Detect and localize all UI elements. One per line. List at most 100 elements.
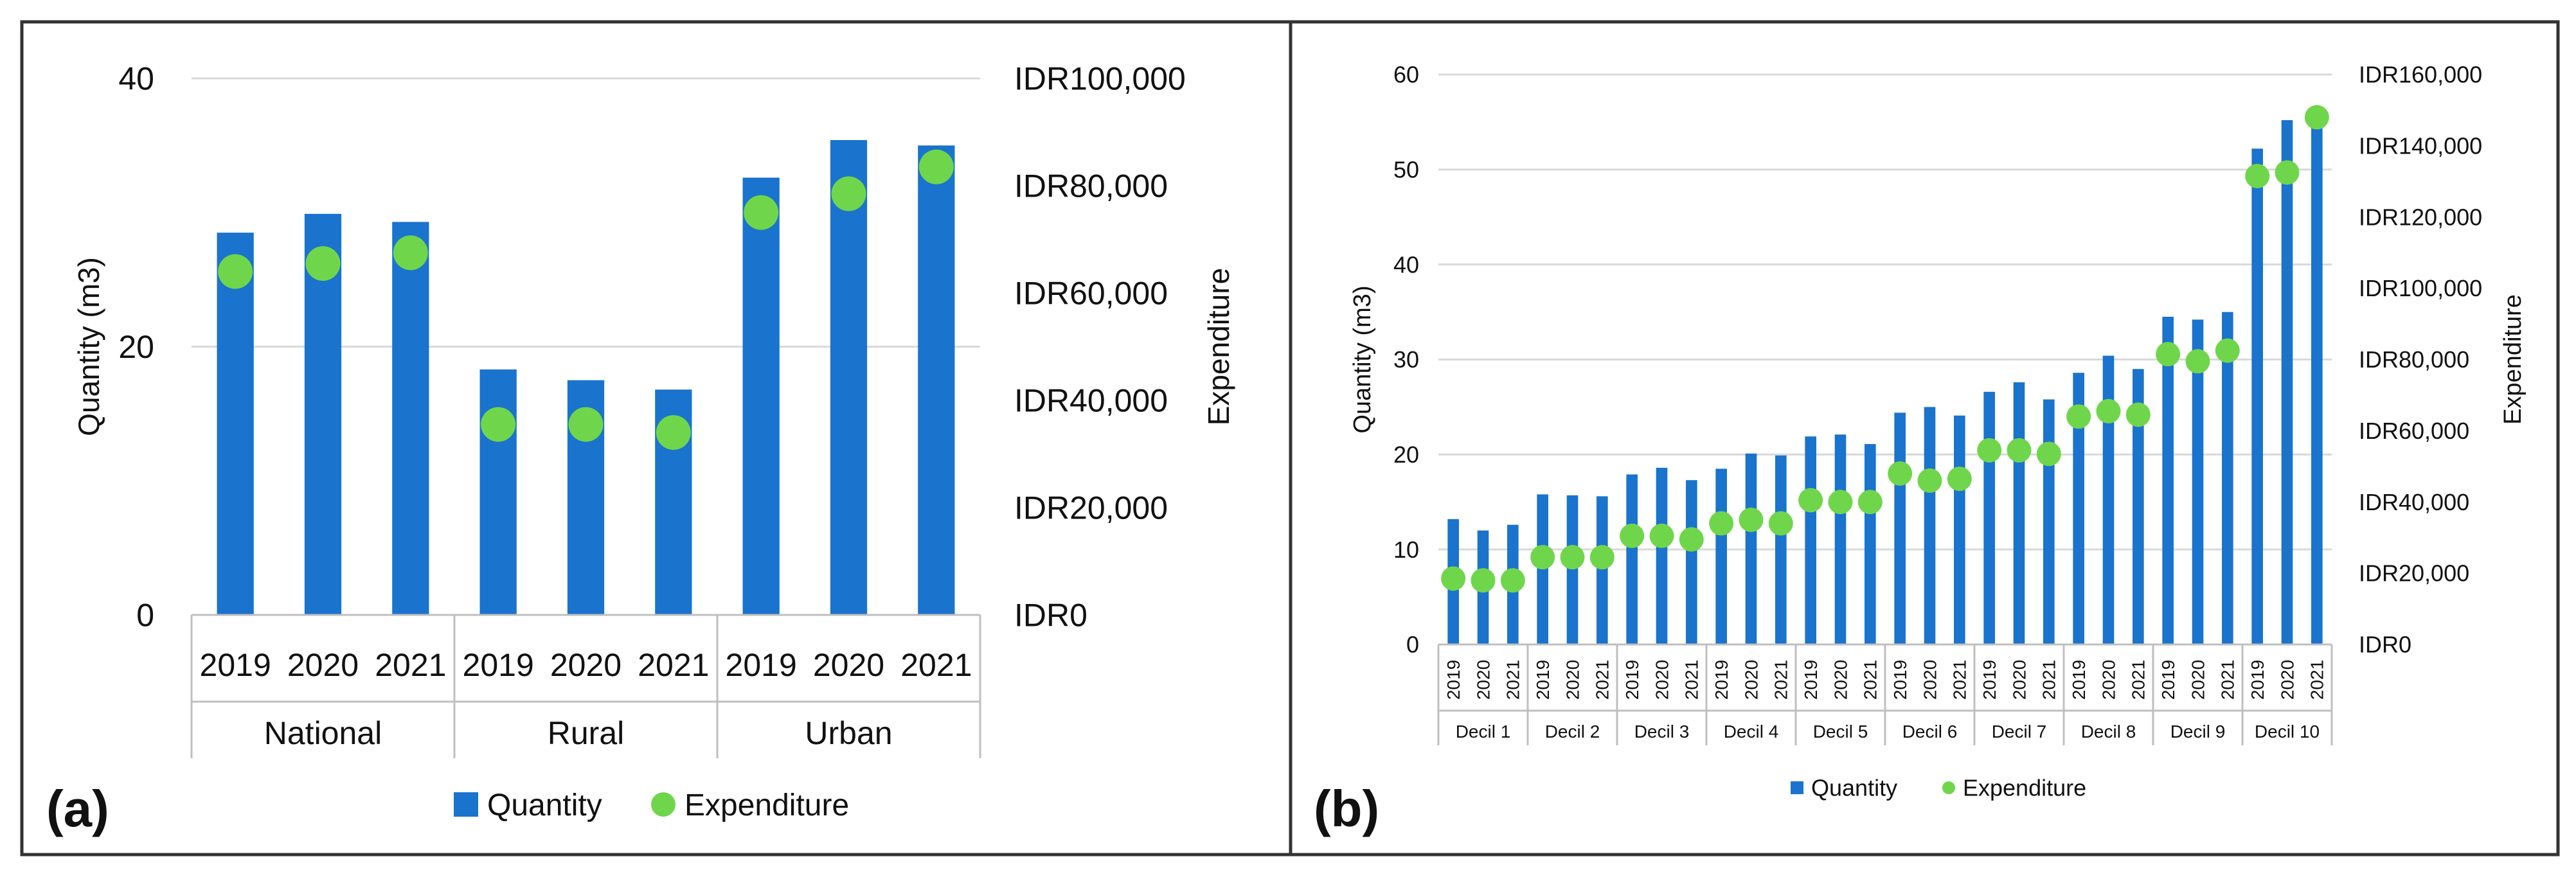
- quantity-bar: [1805, 436, 1816, 644]
- legend-swatch-expenditure: [651, 792, 675, 817]
- quantity-bar: [392, 222, 429, 615]
- quantity-bar: [2133, 369, 2144, 644]
- y2-tick-label: IDR40,000: [1014, 383, 1168, 419]
- y2-tick-label: IDR140,000: [2359, 132, 2482, 159]
- quantity-bar: [830, 140, 868, 615]
- x-tick-label: 2021: [375, 647, 446, 683]
- quantity-bar: [2102, 355, 2115, 644]
- x-tick-label: 2021: [2307, 660, 2327, 700]
- y2-tick-label: IDR120,000: [2359, 204, 2482, 230]
- quantity-bar: [2013, 382, 2025, 644]
- x-group-label: Decil 3: [1634, 722, 1690, 741]
- x-group-label: Decil 7: [1992, 722, 2047, 741]
- x-tick-label: 2021: [1861, 660, 1881, 700]
- expenditure-marker: [218, 254, 253, 289]
- x-group-label: Decil 1: [1456, 722, 1511, 741]
- x-tick-label: 2019: [200, 647, 271, 683]
- quantity-bar: [742, 177, 780, 616]
- y2-tick-label: IDR0: [1014, 598, 1087, 634]
- quantity-bar: [1865, 444, 1876, 644]
- y2-tick-label: IDR60,000: [1014, 276, 1168, 312]
- quantity-bar: [1626, 474, 1638, 644]
- quantity-bar: [2251, 148, 2263, 644]
- y-tick-label: 40: [118, 61, 154, 97]
- y2-axis-title: Expenditure: [1202, 268, 1235, 426]
- expenditure-marker: [481, 407, 516, 442]
- expenditure-marker: [1947, 466, 1972, 492]
- panel-b-chart: 0 10 20 30 40 50 60 IDR0 IDR20,000 IDR40,000 IDR60…: [1349, 62, 2527, 801]
- x-tick-label: 2021: [1771, 660, 1791, 700]
- panel-a-tag: (a): [46, 780, 109, 837]
- x-tick-label: 2021: [1503, 660, 1523, 700]
- quantity-bar: [2192, 319, 2204, 644]
- expenditure-marker: [1649, 523, 1674, 548]
- x-tick-label: 2019: [1622, 660, 1642, 700]
- quantity-bar: [1745, 453, 1757, 644]
- x-group-label: Urban: [805, 715, 892, 751]
- quantity-bar: [1834, 434, 1847, 644]
- y2-tick-label: IDR100,000: [1014, 61, 1186, 97]
- y-tick-label: 40: [1393, 251, 1419, 278]
- expenditure-marker: [1739, 507, 1764, 532]
- x-tick-label: 2021: [900, 647, 972, 683]
- expenditure-marker: [2245, 163, 2270, 188]
- y2-tick-label: IDR60,000: [2359, 418, 2469, 444]
- panel-b-tag: (b): [1314, 780, 1379, 837]
- expenditure-marker: [1500, 568, 1525, 593]
- y-tick-label: 20: [118, 329, 154, 365]
- expenditure-marker: [568, 407, 604, 442]
- expenditure-marker: [1857, 490, 1883, 515]
- quantity-bar: [2073, 373, 2084, 644]
- x-tick-label: 2019: [2158, 660, 2178, 700]
- quantity-bar: [2311, 117, 2323, 644]
- quantity-bar: [1954, 415, 1965, 644]
- quantity-bar: [2043, 399, 2055, 644]
- y-tick-label: 30: [1393, 346, 1419, 373]
- expenditure-marker: [1560, 545, 1585, 570]
- x-tick-label: 2019: [2069, 660, 2089, 700]
- quantity-bar: [2162, 316, 2174, 644]
- quantity-bar: [1537, 494, 1548, 644]
- y2-tick-label: IDR160,000: [2359, 62, 2482, 88]
- expenditure-marker: [1798, 488, 1823, 513]
- expenditure-marker: [2066, 404, 2091, 429]
- expenditure-marker: [656, 415, 691, 450]
- x-group-label: National: [264, 715, 382, 751]
- x-tick-label: 2019: [1890, 660, 1910, 700]
- y-axis-title: Quantity (m3): [72, 257, 105, 436]
- x-tick-label: 2020: [550, 647, 622, 683]
- y2-tick-label: IDR100,000: [2359, 275, 2482, 301]
- x-tick-label: 2020: [1473, 660, 1493, 700]
- x-tick-label: 2021: [2129, 660, 2149, 700]
- x-group-label: Decil 4: [1724, 722, 1779, 741]
- expenditure-marker: [1709, 511, 1734, 536]
- legend-swatch-quantity: [454, 792, 478, 817]
- expenditure-marker: [2275, 160, 2300, 185]
- expenditure-marker: [2036, 441, 2061, 466]
- expenditure-marker: [2304, 105, 2329, 130]
- y2-tick-label: IDR0: [2359, 632, 2411, 658]
- x-tick-label: 2020: [1741, 660, 1761, 700]
- legend-swatch-expenditure: [1942, 781, 1955, 794]
- x-group-label: Decil 9: [2170, 722, 2226, 741]
- x-tick-label: 2019: [1801, 660, 1821, 700]
- expenditure-marker: [305, 246, 341, 281]
- x-tick-label: 2021: [1682, 660, 1702, 700]
- x-tick-label: 2020: [1652, 660, 1672, 700]
- expenditure-marker: [2007, 438, 2032, 463]
- expenditure-marker: [1471, 568, 1496, 593]
- expenditure-marker: [2215, 338, 2240, 363]
- legend-swatch-quantity: [1791, 781, 1803, 794]
- expenditure-marker: [1977, 438, 2002, 463]
- x-group-label: Decil 8: [2081, 722, 2136, 741]
- expenditure-marker: [1679, 527, 1704, 552]
- y-tick-label: 0: [1406, 632, 1419, 658]
- y2-tick-label: IDR80,000: [1014, 168, 1168, 204]
- quantity-bar: [2222, 312, 2233, 644]
- expenditure-marker: [1441, 566, 1466, 591]
- expenditure-marker: [1917, 468, 1942, 493]
- quantity-bar: [1656, 468, 1668, 644]
- x-tick-label: 2019: [1980, 660, 1999, 700]
- y-tick-label: 20: [1393, 441, 1419, 468]
